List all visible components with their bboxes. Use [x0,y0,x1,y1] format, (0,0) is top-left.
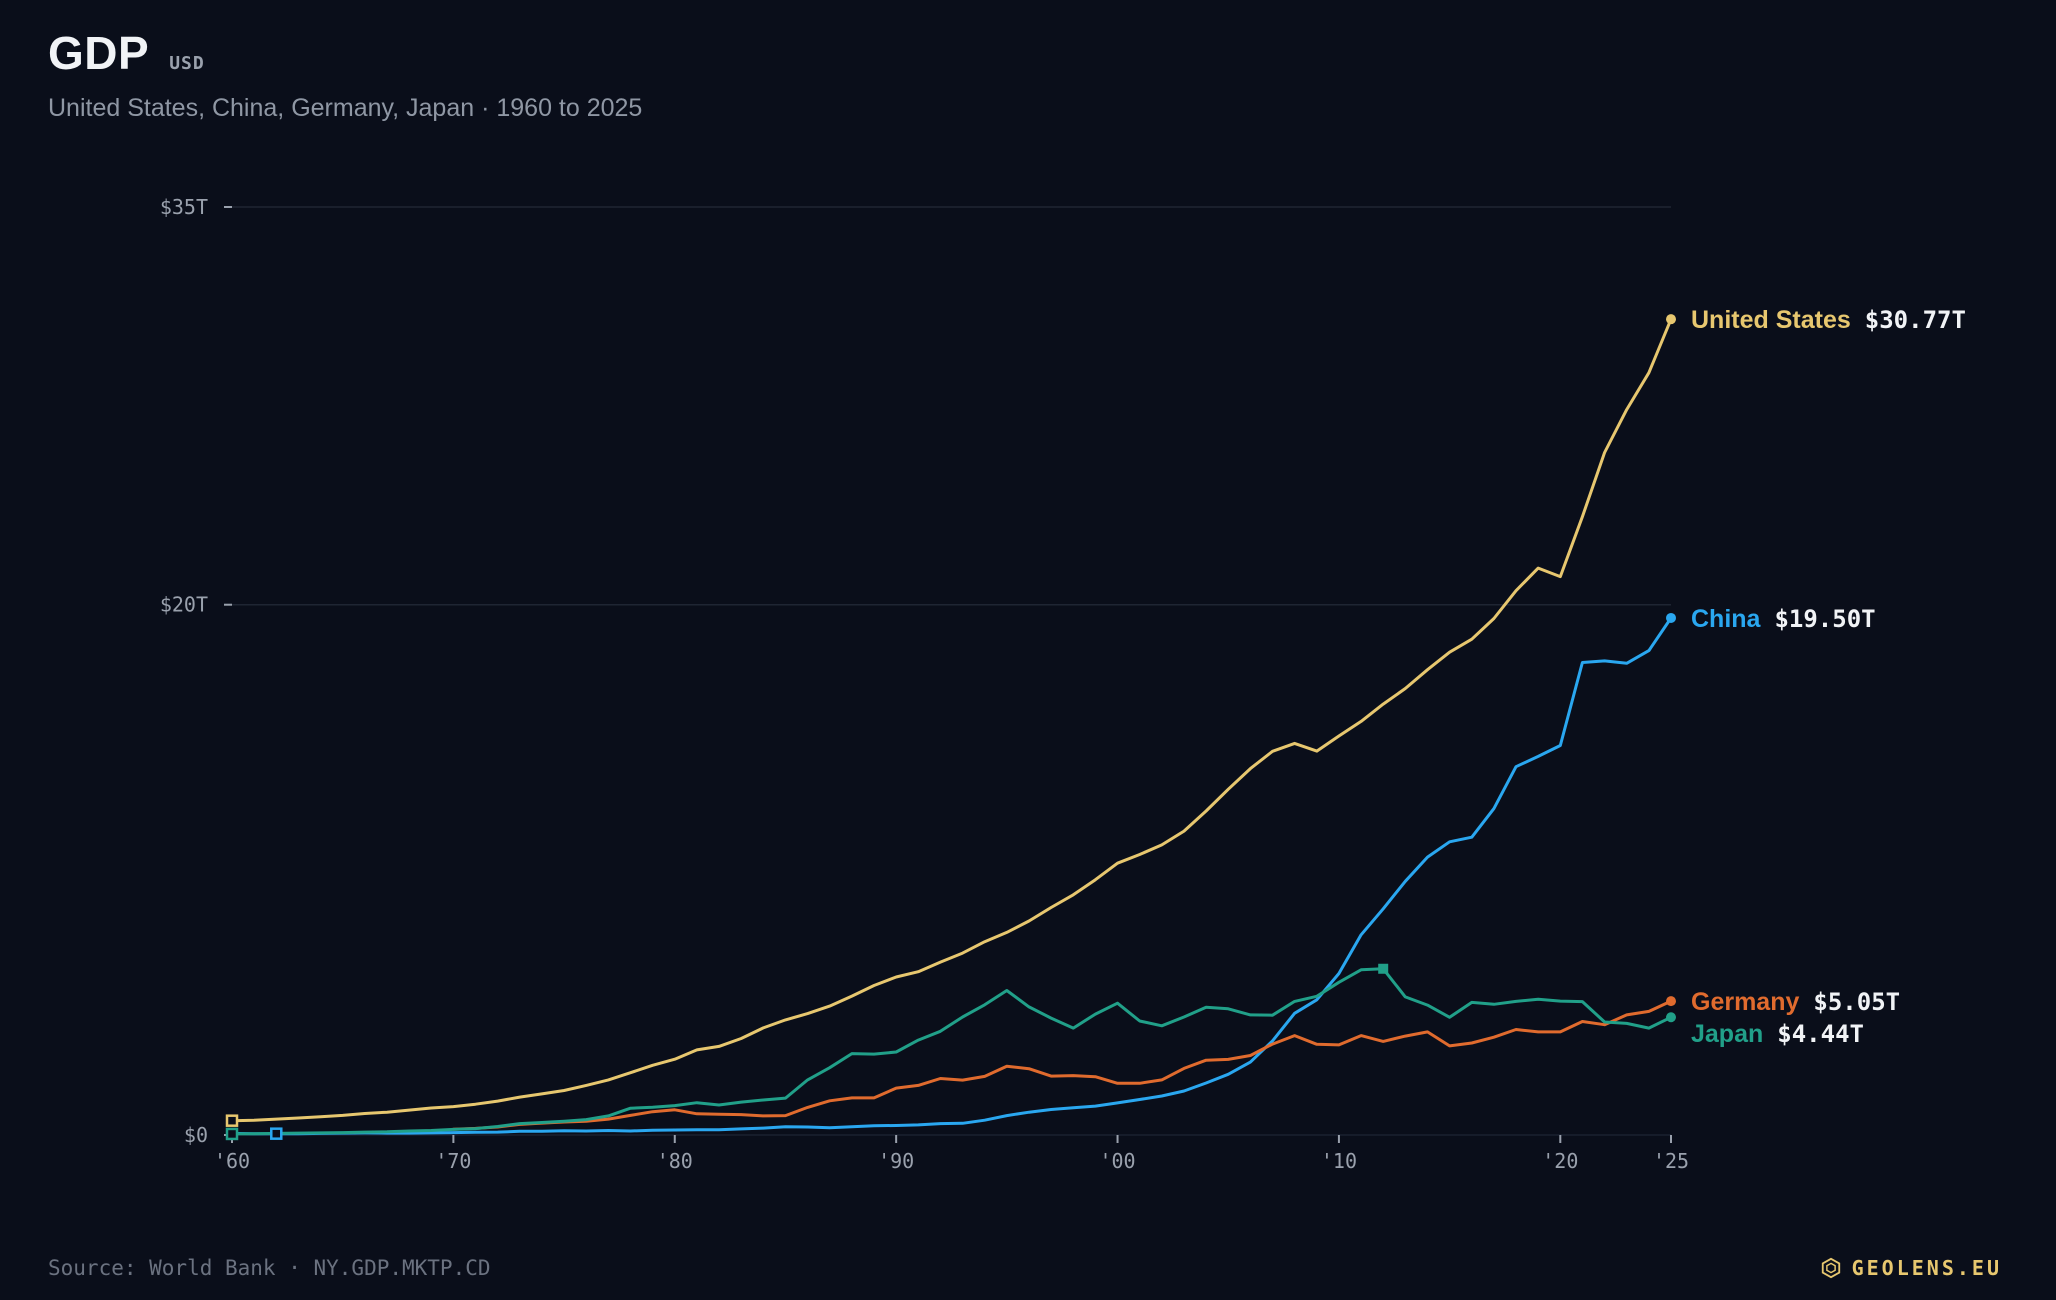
brand-logo[interactable]: GEOLENS.EU [1820,1256,2002,1280]
series-value-label: $4.44T [1777,1020,1864,1048]
series-name-label: China [1691,605,1762,633]
x-tick-label: '60 [214,1149,250,1173]
hexagon-logo-icon [1821,1257,1840,1279]
x-tick-label: '80 [657,1149,693,1173]
y-tick-label: $20T [160,593,208,617]
y-tick-label: $0 [184,1123,208,1147]
series-end-dot [1666,1012,1676,1023]
series-value-label: $19.50T [1774,605,1875,633]
x-tick-label: '25 [1653,1149,1689,1173]
source-note: Source: World Bank · NY.GDP.MKTP.CD [48,1256,491,1280]
series-value-label: $30.77T [1865,306,1966,334]
title-row: GDP USD [48,26,642,80]
x-tick-label: '10 [1321,1149,1357,1173]
series-line [230,967,1673,1136]
series-end-dot [1666,996,1676,1007]
series-value-label: $5.05T [1813,988,1900,1016]
y-tick-label: $35T [160,195,208,219]
series-end-dot [1666,612,1676,623]
x-tick-label: '70 [435,1149,471,1173]
series-name-label: United States [1691,306,1851,334]
chart-title: GDP [48,27,150,79]
x-tick-label: '90 [878,1149,914,1173]
series-marker [225,1127,239,1141]
series-end-dot [1666,314,1676,325]
series-line [230,317,1673,1123]
x-tick-label: '00 [1099,1149,1135,1173]
series-name-label: Germany [1691,988,1799,1016]
series-marker [1378,963,1389,974]
brand-name: GEOLENS.EU [1851,1256,2002,1280]
series-marker [225,1114,239,1127]
series-line [230,616,1673,1136]
series-name-label: Japan [1691,1020,1763,1048]
series-line [451,999,1673,1131]
chart-header: GDP USD United States, China, Germany, J… [48,26,642,123]
unit-label: USD [169,53,205,74]
x-tick-label: '20 [1542,1149,1578,1173]
series-marker [270,1127,283,1140]
chart-subtitle: United States, China, Germany, Japan · 1… [48,94,643,122]
